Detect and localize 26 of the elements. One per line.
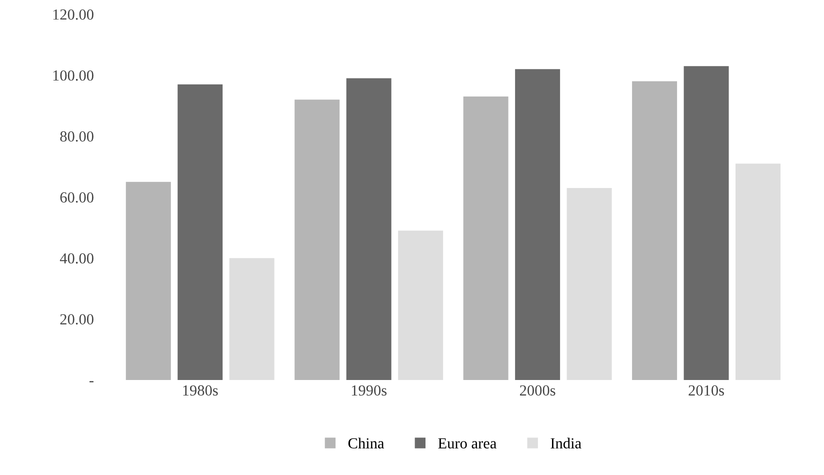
legend-label: India xyxy=(550,438,582,448)
x-tick-label: 2000s xyxy=(520,385,556,396)
y-tick-label: 20.00 xyxy=(60,314,94,325)
legend-label: Euro area xyxy=(438,438,496,448)
bar xyxy=(463,96,508,380)
bar xyxy=(515,69,560,380)
bar xyxy=(566,188,612,380)
bar xyxy=(684,66,729,380)
bar xyxy=(346,78,392,380)
x-tick-label: 2010s xyxy=(688,385,724,396)
x-tick-label: 1980s xyxy=(183,385,218,396)
x-tick-label: 1990s xyxy=(352,385,387,396)
bar xyxy=(736,164,781,380)
y-tick-label: 120.00 xyxy=(53,9,94,20)
bar xyxy=(126,182,171,380)
bar xyxy=(178,84,223,380)
bar xyxy=(294,100,340,380)
bar xyxy=(632,81,678,380)
bar xyxy=(398,230,444,380)
y-tick-label: 60.00 xyxy=(60,192,94,203)
bar xyxy=(229,258,274,380)
y-tick-label: 100.00 xyxy=(53,70,94,81)
y-tick-label: - xyxy=(90,381,94,382)
y-tick-label: 80.00 xyxy=(60,131,94,142)
legend-label: China xyxy=(348,438,384,448)
y-tick-label: 40.00 xyxy=(60,253,94,264)
